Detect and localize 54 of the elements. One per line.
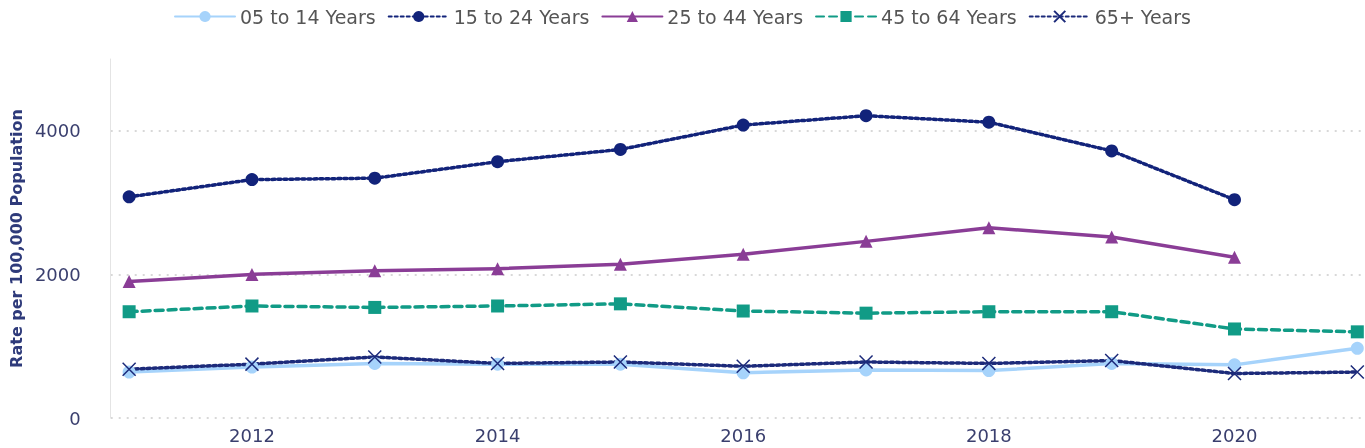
y-tick-label: 0 — [69, 407, 81, 429]
point — [368, 171, 382, 185]
point — [245, 299, 259, 313]
point — [1228, 193, 1241, 207]
point — [613, 297, 627, 311]
point — [982, 115, 996, 129]
point — [491, 299, 505, 313]
legend-label: 05 to 14 Years — [240, 5, 376, 28]
point — [367, 349, 383, 365]
point — [245, 267, 259, 281]
point — [736, 304, 750, 318]
point — [736, 247, 750, 261]
point — [859, 306, 873, 320]
point — [245, 173, 259, 187]
point — [122, 275, 136, 289]
y-tick-label: 4000 — [34, 120, 81, 142]
point — [859, 234, 873, 248]
point — [1227, 366, 1242, 381]
point — [1350, 341, 1364, 355]
point — [982, 221, 996, 235]
point — [1105, 305, 1119, 319]
point — [613, 257, 627, 271]
y-tick-label: 2000 — [34, 263, 81, 285]
point — [613, 142, 627, 156]
point — [1228, 250, 1241, 264]
point — [368, 300, 382, 314]
point — [982, 305, 996, 319]
point — [1228, 322, 1241, 336]
legend-label: 65+ Years — [1094, 5, 1191, 28]
legend-label: 45 to 64 Years — [881, 5, 1017, 28]
point — [122, 305, 136, 319]
point — [121, 361, 137, 377]
x-tick-label: 2018 — [965, 424, 1012, 446]
x-tick-label: 2012 — [229, 424, 275, 446]
point — [491, 155, 505, 169]
point — [122, 190, 136, 204]
x-tick-label: 2020 — [1211, 424, 1258, 446]
point — [735, 359, 751, 374]
x-tick-label: 2014 — [474, 424, 521, 446]
x-tick-label: 2016 — [720, 424, 767, 446]
y-axis-title: Rate per 100,000 Population — [6, 109, 26, 368]
legend-label: 15 to 24 Years — [453, 5, 590, 28]
point — [736, 118, 750, 132]
point — [1105, 144, 1119, 158]
point — [1105, 230, 1119, 244]
point — [1350, 325, 1364, 339]
point — [491, 262, 505, 276]
point — [244, 356, 260, 372]
point — [981, 356, 997, 371]
point — [859, 109, 873, 123]
point — [858, 354, 874, 370]
point — [1350, 364, 1365, 380]
legend-label: 25 to 44 Years — [667, 5, 804, 28]
point — [368, 264, 382, 278]
